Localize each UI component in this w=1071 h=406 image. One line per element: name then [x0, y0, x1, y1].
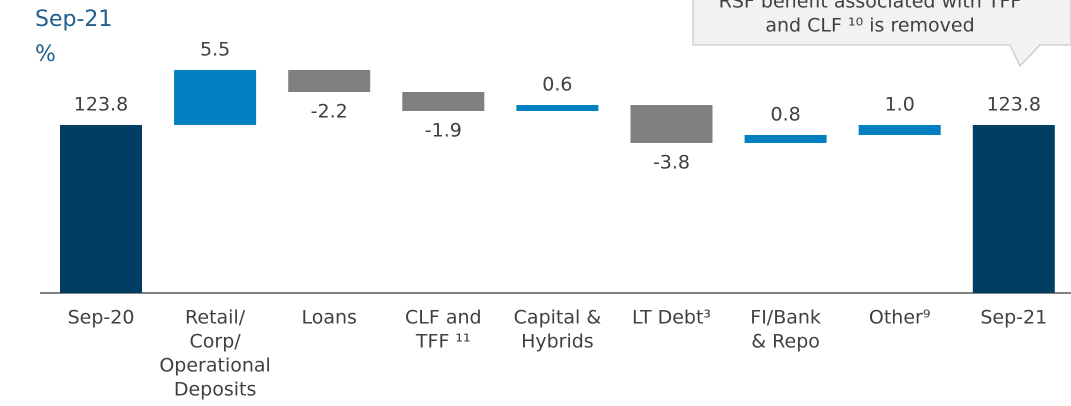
callout-text: RSF benefit associated with TFF [719, 0, 1022, 13]
x-tick-label: LT Debt³ [632, 307, 711, 329]
value-label: 0.8 [770, 104, 800, 126]
x-tick-label: CLF and [405, 307, 482, 329]
x-tick-label: Retail/ [185, 307, 246, 329]
x-tick-label: Sep-20 [68, 307, 135, 329]
x-tick-label: Loans [301, 307, 356, 329]
value-label: 123.8 [987, 94, 1041, 116]
bar [516, 105, 599, 111]
x-tick-label: Sep-21 [980, 307, 1047, 329]
bar [288, 70, 371, 92]
x-tick-label: Capital & [514, 307, 602, 329]
value-label: 123.8 [74, 94, 128, 116]
value-label: 1.0 [885, 94, 915, 116]
x-tick-label: Hybrids [521, 331, 594, 353]
bar [972, 125, 1055, 293]
value-label: -1.9 [425, 120, 462, 142]
chart-title: Sep-21 [35, 7, 112, 32]
bar [630, 105, 713, 143]
callout-box [692, 0, 1071, 67]
callout-text: and CLF ¹⁰ is removed [765, 15, 974, 37]
x-tick-label: & Repo [751, 331, 820, 353]
value-label: -3.8 [653, 152, 690, 174]
x-tick-label: Deposits [174, 379, 257, 401]
bar [858, 125, 941, 135]
x-tick-label: TFF ¹¹ [415, 331, 471, 353]
bar [744, 135, 827, 143]
bar [174, 70, 257, 125]
chart-subtitle: % [35, 42, 56, 67]
x-tick-label: Corp/ [190, 331, 242, 353]
value-label: 5.5 [200, 39, 230, 61]
x-tick-label: Other⁹ [869, 307, 931, 329]
x-tick-label: FI/Bank [750, 307, 821, 329]
bar [402, 92, 485, 111]
x-tick-label: Operational [159, 355, 270, 377]
bar [60, 125, 142, 293]
value-label: 0.6 [542, 74, 572, 96]
value-label: -2.2 [311, 101, 348, 123]
